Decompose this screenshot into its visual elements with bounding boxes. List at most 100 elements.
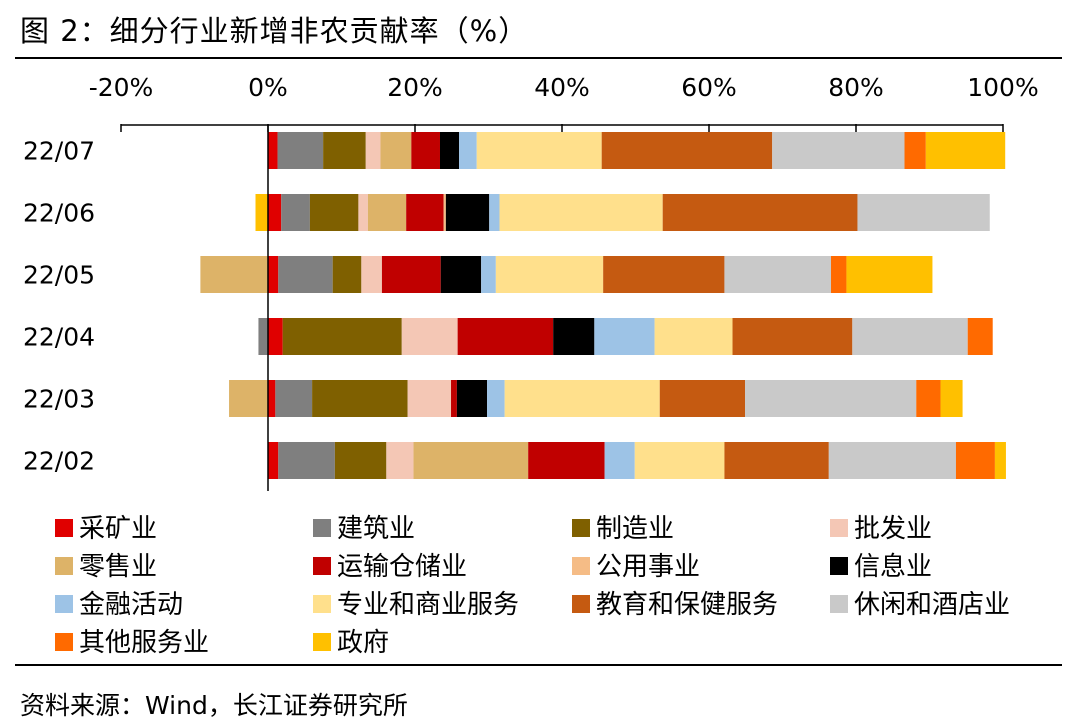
bar-segment <box>634 442 725 479</box>
bar-segment <box>904 132 926 169</box>
x-tick-label: 100% <box>967 73 1038 102</box>
legend-label: 教育和保健服务 <box>596 590 778 620</box>
bar-segment <box>994 442 1006 479</box>
bar-segment <box>745 380 917 417</box>
bar-segment <box>772 132 905 169</box>
bar-segment <box>323 132 366 169</box>
bar-segment <box>281 194 310 231</box>
legend-swatch <box>55 595 73 613</box>
bar-segment <box>386 442 414 479</box>
legend-label: 制造业 <box>596 514 674 544</box>
legend-swatch <box>313 633 331 651</box>
bar-segment <box>268 194 282 231</box>
legend-label: 建筑业 <box>337 514 415 544</box>
bar-segment <box>724 256 832 293</box>
bar-segment <box>361 256 382 293</box>
legend-label: 公用事业 <box>596 552 700 582</box>
bar-segment <box>724 442 829 479</box>
bar-segment <box>456 380 488 417</box>
bar-segment <box>601 132 773 169</box>
category-label: 22/07 <box>23 137 95 166</box>
bar-segment <box>481 256 496 293</box>
legend-swatch <box>830 519 848 537</box>
bar-segment <box>457 318 554 355</box>
bar-segment <box>852 318 968 355</box>
legend-swatch <box>572 557 590 575</box>
legend-swatch <box>830 595 848 613</box>
category-label: 22/03 <box>23 385 95 414</box>
bar-segment <box>381 256 441 293</box>
bar-segment <box>603 256 725 293</box>
bar-segment <box>380 132 412 169</box>
bar-segment <box>659 380 746 417</box>
bar-segment <box>255 194 268 231</box>
bar-segment <box>268 318 283 355</box>
category-label: 22/04 <box>23 323 95 352</box>
bar-segment <box>916 380 941 417</box>
bar-segment <box>499 194 663 231</box>
bar-segment <box>831 256 847 293</box>
bar-segment <box>967 318 993 355</box>
bar-segment <box>275 380 313 417</box>
legend-swatch <box>55 633 73 651</box>
bar-segment <box>365 132 381 169</box>
bar-segment <box>528 442 605 479</box>
bar-segment <box>358 194 368 231</box>
bar-segment <box>440 256 482 293</box>
bar-segment <box>367 194 407 231</box>
bar-segment <box>604 442 635 479</box>
bar-segment <box>445 194 490 231</box>
legend-swatch <box>313 595 331 613</box>
category-label: 22/02 <box>23 447 95 476</box>
legend-label: 金融活动 <box>79 590 183 620</box>
bar-segment <box>594 318 655 355</box>
legend-label: 信息业 <box>854 552 932 582</box>
top-rule <box>15 57 1062 59</box>
x-tick-label: 0% <box>248 73 288 102</box>
bar-segment <box>487 380 505 417</box>
bar-segment <box>489 194 500 231</box>
category-label: 22/06 <box>23 199 95 228</box>
bar-segment <box>268 380 276 417</box>
bar-segment <box>443 194 446 231</box>
bar-segment <box>268 132 278 169</box>
bar-segment <box>955 442 995 479</box>
bar-segment <box>459 132 477 169</box>
bar-segment <box>654 318 733 355</box>
bar-segment <box>309 194 359 231</box>
x-tick-label: 40% <box>534 73 590 102</box>
bar-segment <box>401 318 458 355</box>
bar-segment <box>268 256 279 293</box>
legend-swatch <box>313 557 331 575</box>
legend-label: 采矿业 <box>79 514 157 544</box>
bar-segment <box>332 256 362 293</box>
bar-segment <box>282 318 402 355</box>
x-tick-label: 20% <box>387 73 443 102</box>
bar-segment <box>662 194 858 231</box>
bar-segment <box>278 442 335 479</box>
legend-label: 休闲和酒店业 <box>854 590 1010 620</box>
bar-segment <box>268 442 279 479</box>
bar-segment <box>406 194 444 231</box>
bar-segment <box>846 256 933 293</box>
bar-segment <box>411 132 440 169</box>
chart-title: 图 2：细分行业新增非农贡献率（%） <box>20 14 529 48</box>
bar-segment <box>828 442 956 479</box>
bar-segment <box>258 318 268 355</box>
legend-swatch <box>830 557 848 575</box>
bar-segment <box>278 256 333 293</box>
bar-segment <box>504 380 660 417</box>
bar-segment <box>312 380 408 417</box>
bar-segment <box>439 132 460 169</box>
bar-segment <box>495 256 604 293</box>
legend-label: 专业和商业服务 <box>337 590 519 620</box>
bar-segment <box>732 318 853 355</box>
x-tick-label: 60% <box>681 73 737 102</box>
legend-label: 政府 <box>337 628 389 658</box>
category-label: 22/05 <box>23 261 95 290</box>
bar-segment <box>407 380 452 417</box>
bar-segment <box>857 194 990 231</box>
legend-swatch <box>313 519 331 537</box>
legend-swatch <box>55 557 73 575</box>
legend-label: 运输仓储业 <box>337 552 467 582</box>
